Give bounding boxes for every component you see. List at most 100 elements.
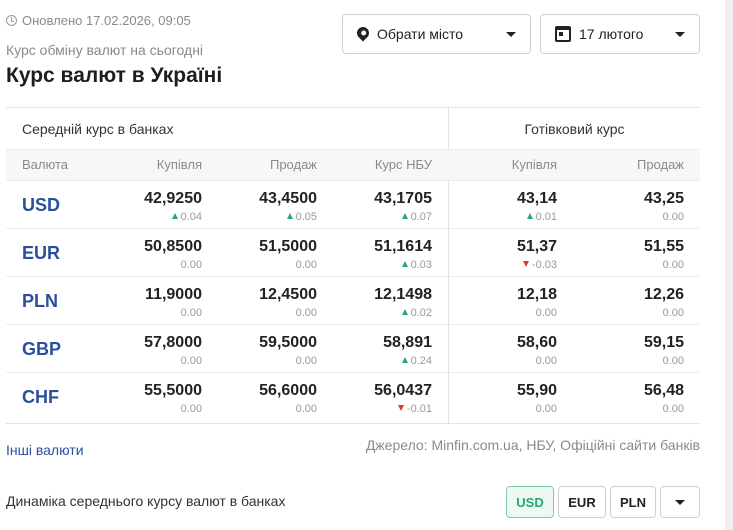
page-subtitle: Курс обміну валют на сьогодні (6, 42, 204, 58)
rate-cash-sell: 56,48 (643, 382, 684, 399)
calendar-icon (555, 26, 571, 42)
change-cash-sell: 0.00 (574, 355, 684, 367)
rate-sell: 56,6000 (259, 382, 317, 399)
change-sell: 0.00 (207, 355, 317, 367)
change-buy: 0.00 (92, 403, 202, 415)
rate-buy: 57,8000 (144, 334, 202, 351)
currency-code[interactable]: GBP (22, 339, 62, 359)
rate-nbu: 58,891 (383, 334, 432, 351)
change-value: 0.00 (662, 211, 684, 223)
arrow-up-icon (171, 213, 178, 219)
rate-cash-buy: 12,18 (516, 286, 557, 303)
change-value: 0.00 (295, 355, 317, 367)
currency-button-pln[interactable]: PLN (610, 486, 656, 518)
date-select[interactable]: 17 лютого (540, 14, 700, 54)
currency-code[interactable]: EUR (22, 243, 61, 263)
change-value: 0.00 (180, 307, 202, 319)
header-avg-buy: Купівля (156, 157, 202, 172)
change-cash-buy: -0.03 (447, 259, 557, 271)
rate-sell: 12,4500 (259, 286, 317, 303)
change-cash-sell: 0.00 (574, 259, 684, 271)
change-nbu: 0.07 (322, 211, 432, 223)
page-title: Курс валют в Україні (6, 64, 223, 87)
city-select[interactable]: Обрати місто (342, 14, 531, 54)
rate-cash-buy: 55,90 (516, 382, 557, 399)
arrow-up-icon (401, 261, 408, 267)
change-value: 0.00 (180, 403, 202, 415)
change-cash-sell: 0.00 (574, 403, 684, 415)
rate-cash-buy: 58,60 (516, 334, 557, 351)
change-value: 0.00 (180, 259, 202, 271)
change-sell: 0.00 (207, 403, 317, 415)
header-cash-buy: Купівля (511, 157, 557, 172)
other-currencies-link[interactable]: Інші валюти (6, 442, 84, 458)
header-cash-sell: Продаж (636, 157, 684, 172)
rate-nbu: 12,1498 (374, 286, 432, 303)
currency-button-usd[interactable]: USD (506, 486, 554, 518)
change-value: 0.00 (535, 355, 557, 367)
change-value: 0.04 (180, 211, 202, 223)
rate-cash-sell: 51,55 (643, 238, 684, 255)
currency-code[interactable]: PLN (22, 291, 58, 311)
table-row[interactable]: USD 42,9250 0.04 43,4500 0.05 43,1705 0.07 43,1… (6, 181, 700, 229)
change-value: 0.02 (410, 307, 432, 319)
clock-icon (6, 15, 17, 26)
rates-table: Середній курс в банках Готівковий курс В… (6, 107, 700, 424)
change-value: 0.00 (535, 307, 557, 319)
rate-cash-sell: 43,25 (643, 190, 684, 207)
table-row[interactable]: PLN 11,9000 0.00 12,4500 0.00 12,1498 0.02 12,1… (6, 277, 700, 325)
rate-cash-buy: 51,37 (516, 238, 557, 255)
updated-text: Оновлено 17.02.2026, 09:05 (22, 13, 191, 28)
chevron-down-icon (675, 499, 685, 505)
currency-code[interactable]: USD (22, 195, 61, 215)
source-note: Джерело: Minfin.com.ua, НБУ, Офіційні са… (365, 437, 700, 453)
change-cash-buy: 0.00 (447, 307, 557, 319)
change-value: 0.00 (535, 403, 557, 415)
change-value: 0.00 (662, 355, 684, 367)
change-nbu: 0.03 (322, 259, 432, 271)
rate-sell: 43,4500 (259, 190, 317, 207)
rate-nbu: 56,0437 (374, 382, 432, 399)
change-cash-sell: 0.00 (574, 211, 684, 223)
scrollbar-track[interactable] (725, 0, 733, 530)
table-header-row: Валюта Купівля Продаж Курс НБУ Купівля П… (6, 149, 700, 181)
change-buy: 0.00 (92, 259, 202, 271)
date-select-label: 17 лютого (579, 26, 644, 42)
currency-code[interactable]: CHF (22, 387, 59, 407)
change-value: 0.03 (410, 259, 432, 271)
change-sell: 0.05 (207, 211, 317, 223)
change-value: 0.00 (662, 403, 684, 415)
rate-cash-sell: 59,15 (643, 334, 684, 351)
chevron-down-icon (675, 32, 685, 37)
rate-buy: 11,9000 (145, 286, 202, 303)
change-value: 0.00 (295, 403, 317, 415)
rate-sell: 59,5000 (259, 334, 317, 351)
change-value: 0.07 (410, 211, 432, 223)
change-value: 0.05 (295, 211, 317, 223)
currency-button-eur[interactable]: EUR (558, 486, 606, 518)
rate-nbu: 51,1614 (374, 238, 432, 255)
rate-buy: 55,5000 (144, 382, 202, 399)
change-nbu: -0.01 (322, 403, 432, 415)
header-nbu: Курс НБУ (374, 157, 432, 172)
chevron-down-icon (506, 32, 516, 37)
dynamics-title: Динаміка середнього курсу валют в банках (6, 493, 286, 509)
arrow-up-icon (526, 213, 533, 219)
change-nbu: 0.24 (322, 355, 432, 367)
change-buy: 0.04 (92, 211, 202, 223)
change-buy: 0.00 (92, 355, 202, 367)
change-cash-sell: 0.00 (574, 307, 684, 319)
rate-cash-buy: 43,14 (516, 190, 557, 207)
table-row[interactable]: GBP 57,8000 0.00 59,5000 0.00 58,891 0.24 58,60… (6, 325, 700, 373)
change-value: 0.01 (535, 211, 557, 223)
table-row[interactable]: CHF 55,5000 0.00 56,6000 0.00 56,0437 -0.01 55,… (6, 373, 700, 421)
rate-cash-sell: 12,26 (643, 286, 684, 303)
city-select-label: Обрати місто (377, 26, 464, 42)
change-cash-buy: 0.00 (447, 355, 557, 367)
table-row[interactable]: EUR 50,8500 0.00 51,5000 0.00 51,1614 0.03 51,3… (6, 229, 700, 277)
more-currencies-dropdown[interactable] (660, 486, 700, 518)
rate-buy: 42,9250 (144, 190, 202, 207)
change-value: 0.00 (295, 259, 317, 271)
rate-sell: 51,5000 (259, 238, 317, 255)
group-header-cash: Готівковий курс (524, 120, 625, 137)
